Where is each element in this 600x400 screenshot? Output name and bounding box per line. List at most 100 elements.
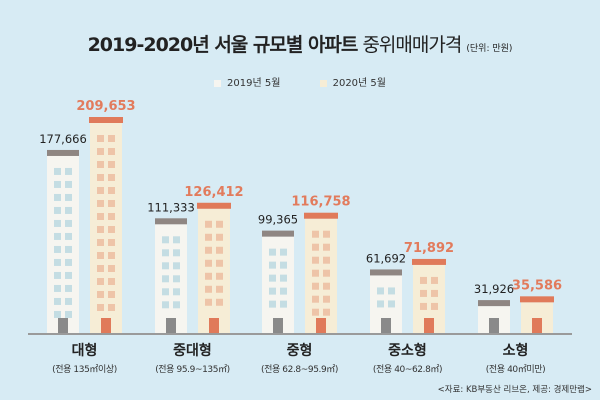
door — [424, 318, 434, 333]
window — [162, 236, 169, 244]
window — [65, 271, 72, 279]
window — [216, 220, 223, 228]
window — [323, 295, 330, 303]
legend: 2019년 5월 2020년 5월 — [0, 74, 600, 89]
door — [58, 318, 68, 333]
window — [54, 193, 61, 201]
window — [97, 252, 104, 259]
window — [173, 249, 180, 257]
window — [377, 287, 384, 295]
window — [280, 287, 287, 295]
window — [108, 278, 115, 285]
window — [65, 310, 72, 318]
data-label: 116,758 — [291, 195, 350, 210]
window — [54, 180, 61, 188]
window — [108, 265, 115, 272]
window — [420, 276, 427, 284]
window — [54, 310, 61, 318]
window — [269, 248, 276, 256]
window — [420, 289, 427, 297]
window — [216, 259, 223, 267]
building-roof — [304, 212, 338, 219]
window — [97, 278, 104, 285]
window — [97, 291, 104, 298]
window — [269, 287, 276, 295]
door — [532, 318, 542, 333]
building-bar — [198, 208, 230, 333]
window — [205, 233, 212, 241]
building-bar — [90, 123, 122, 333]
door — [316, 318, 326, 333]
window — [162, 275, 169, 283]
window — [173, 288, 180, 296]
window — [216, 233, 223, 241]
building-roof — [478, 300, 510, 307]
window — [162, 301, 169, 309]
window — [65, 206, 72, 214]
window — [65, 167, 72, 175]
ground-line — [28, 333, 572, 335]
window — [54, 167, 61, 175]
unit-label: (단위: 만원) — [466, 44, 513, 54]
window — [162, 262, 169, 270]
window — [280, 261, 287, 269]
window — [54, 206, 61, 214]
window — [97, 265, 104, 272]
window — [54, 284, 61, 292]
window — [54, 245, 61, 253]
building-roof — [262, 230, 294, 237]
window — [205, 298, 212, 306]
window — [162, 288, 169, 296]
window — [205, 246, 212, 254]
window — [54, 297, 61, 305]
building-bar — [47, 155, 79, 333]
category-name: 중대형 — [173, 343, 212, 359]
window — [173, 301, 180, 309]
window — [173, 236, 180, 244]
window — [216, 285, 223, 293]
window — [323, 230, 330, 238]
category-name: 중형 — [286, 343, 313, 359]
window — [108, 161, 115, 168]
category-label: 대형 (전용 135㎡이상) — [25, 340, 145, 375]
window — [431, 276, 438, 284]
door — [209, 318, 219, 333]
window — [65, 297, 72, 305]
window — [216, 298, 223, 306]
window — [205, 220, 212, 228]
door — [489, 318, 499, 333]
window — [97, 239, 104, 246]
data-label: 31,926 — [474, 282, 514, 296]
window — [420, 302, 427, 310]
window — [65, 232, 72, 240]
window — [65, 258, 72, 266]
window — [97, 187, 104, 194]
category-range: (전용 95.9~135㎡) — [155, 365, 230, 375]
window — [108, 174, 115, 181]
building-roof — [370, 269, 402, 276]
window — [312, 282, 319, 290]
window — [388, 300, 395, 308]
window — [97, 135, 104, 142]
window — [108, 226, 115, 233]
building-bar — [155, 224, 187, 333]
window — [65, 180, 72, 188]
category-name: 대형 — [71, 343, 98, 359]
category-label: 중형 (전용 62.8~95.9㎡) — [240, 340, 360, 375]
window — [108, 213, 115, 220]
building-roof — [155, 218, 187, 225]
window — [205, 285, 212, 293]
category-name: 소형 — [502, 343, 529, 359]
window — [323, 256, 330, 264]
category-name: 중소형 — [388, 343, 427, 359]
window — [173, 275, 180, 283]
window — [431, 289, 438, 297]
window — [65, 245, 72, 253]
data-label: 111,333 — [147, 200, 195, 214]
legend-swatch-2020 — [319, 79, 327, 87]
window — [323, 308, 330, 316]
window — [312, 295, 319, 303]
data-label: 177,666 — [39, 132, 87, 146]
window — [323, 282, 330, 290]
title-bold: 2019-2020년 서울 규모별 아파트 — [87, 34, 359, 56]
